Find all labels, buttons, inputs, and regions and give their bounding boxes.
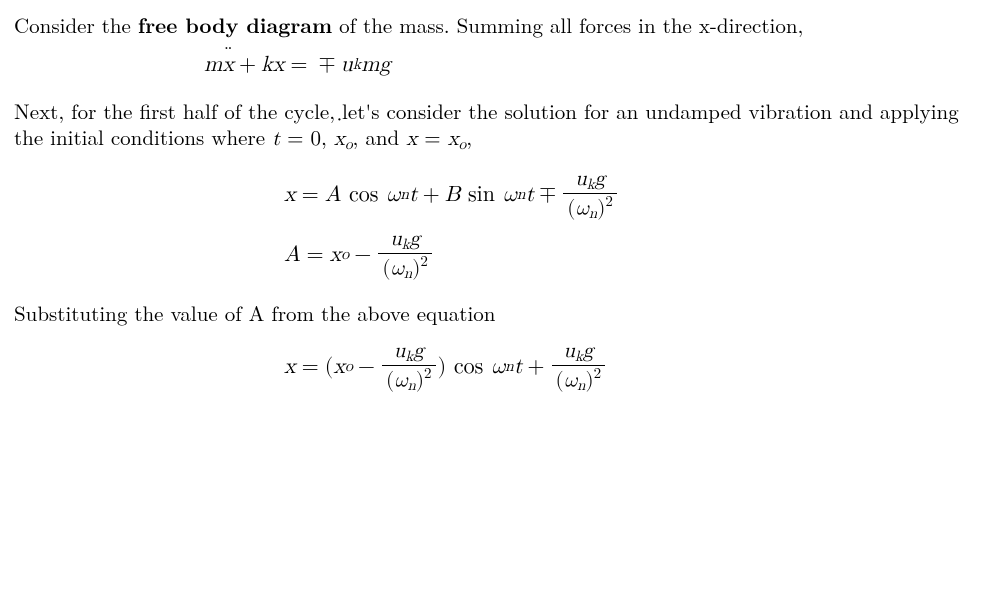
paragraph-3: Substituting the value of A from the abo… [14, 300, 989, 326]
equation-motion: mx + kx = ∓ ukmg [204, 52, 989, 80]
equation-x-solution: x = A cosωnt + B sinωnt ∓ ukg (ωn)2 [284, 169, 989, 223]
sub-n: n [517, 186, 526, 206]
op-eq: = [284, 52, 313, 80]
sym-B: B [445, 182, 461, 210]
sym-A: A [284, 242, 301, 270]
frac-ukg-wn2: ukg (ωn)2 [382, 341, 436, 395]
sym-t: t [409, 182, 418, 210]
sym-k: k [261, 52, 273, 80]
op-mp: ∓ [534, 182, 561, 210]
sym-xo: x [333, 354, 345, 382]
op-plus: + [418, 182, 445, 210]
sym-x: x [406, 129, 417, 150]
sym-omega: ω [503, 182, 517, 210]
op-plus: + [234, 52, 261, 80]
op-plus: + [522, 354, 549, 382]
sub-n: n [400, 186, 409, 206]
sym-xo-dot: x [334, 127, 345, 153]
bold-text: free body diagram [138, 10, 332, 40]
sym-t: t [514, 354, 523, 382]
text: Consider the [14, 10, 138, 40]
eq-zero: = 0 [280, 129, 321, 150]
text: of the mass. Summing all forces in the x… [332, 10, 803, 40]
sym-t: t [526, 182, 535, 210]
fn-sin: sin [468, 182, 495, 210]
sym-mg: mg [361, 52, 390, 80]
sub-n: n [505, 358, 514, 378]
sub-o: o [341, 246, 349, 266]
sub-o: o [345, 358, 353, 378]
fn-cos: cos [349, 182, 378, 210]
paragraph-2: Next, for the first half of the cycle, l… [14, 98, 989, 155]
frac-ukg-wn2: ukg (ωn)2 [378, 229, 432, 283]
op-minus: − [353, 354, 380, 382]
op-mp: ∓ [313, 52, 340, 80]
text: Next, for the first half of the cycle, l… [14, 96, 959, 152]
fn-cos: cos [454, 354, 483, 382]
sym-t: t [272, 129, 280, 150]
text: , [321, 122, 334, 152]
text: , [466, 122, 472, 152]
sym-omega: ω [491, 354, 505, 382]
frac-ukg-wn2: ukg (ωn)2 [552, 341, 606, 395]
sym-omega: ω [386, 182, 400, 210]
sub-k: k [353, 56, 361, 76]
op-eq: = [417, 129, 447, 150]
sym-A: A [325, 182, 342, 210]
equation-A: A = xo − ukg (ωn)2 [284, 229, 989, 283]
sym-x: x [284, 354, 296, 382]
paren-close: ) [438, 354, 447, 382]
equation-solution-block: x = A cosωnt + B sinωnt ∓ ukg (ωn)2 A = … [284, 169, 989, 283]
sym-m: m [204, 52, 222, 80]
sym-x-ddot: x [222, 52, 234, 80]
sym-x: x [284, 182, 296, 210]
frac-ukg-wn2: ukg (ωn)2 [563, 169, 617, 223]
op-eq: = [296, 182, 325, 210]
op-eq: = [296, 354, 325, 382]
sub-o: o [345, 137, 353, 152]
sym-x: x [273, 52, 285, 80]
sym-u: u [341, 52, 353, 80]
op-minus: − [349, 242, 376, 270]
sym-xo: x [448, 129, 459, 150]
op-eq: = [301, 242, 330, 270]
text: , and [353, 122, 407, 152]
paragraph-1: Consider the free body diagram of the ma… [14, 12, 989, 38]
paren-open: ( [325, 354, 334, 382]
sym-xo: x [330, 242, 342, 270]
equation-x-substituted: x = ( xo − ukg (ωn)2 ) cosωnt + ukg (ωn)… [284, 341, 989, 395]
